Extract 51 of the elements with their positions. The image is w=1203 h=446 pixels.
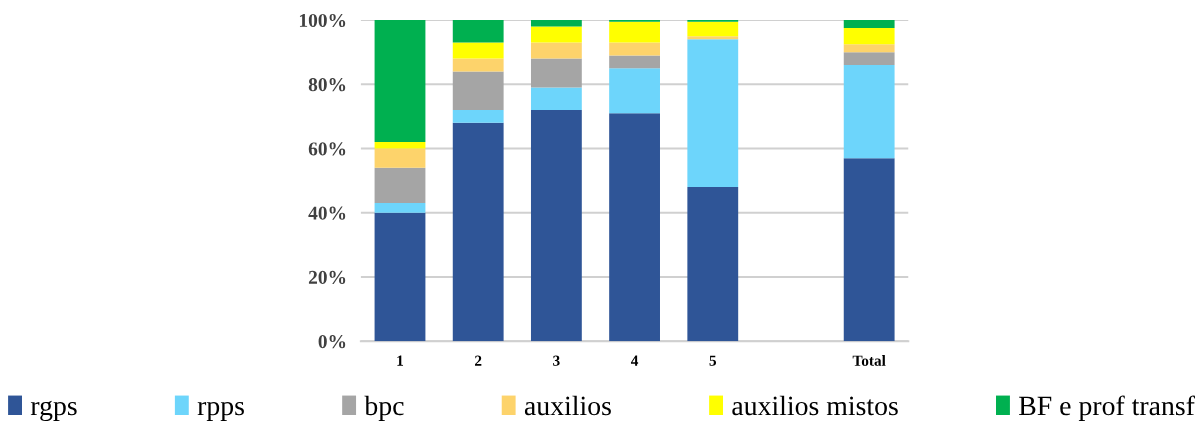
- bar: [374, 203, 426, 213]
- y-tick-label: 20%: [308, 270, 346, 284]
- y-tick-label: 0%: [318, 335, 346, 349]
- bar: [843, 52, 895, 66]
- bar: [374, 212, 426, 342]
- bar: [530, 20, 582, 27]
- x-tick-label: Total: [852, 355, 886, 366]
- legend-label: auxilios: [524, 395, 611, 416]
- bar: [374, 142, 426, 149]
- bar: [452, 58, 504, 72]
- legend-label: bpc: [364, 395, 404, 421]
- bar: [609, 113, 660, 342]
- x-tick-label: 3: [553, 355, 560, 366]
- y-tick-label: 60%: [308, 142, 346, 156]
- bar: [609, 42, 660, 56]
- legend-label: auxilios mistos: [732, 395, 898, 416]
- bar: [452, 109, 504, 123]
- bar: [843, 44, 895, 53]
- bar: [843, 20, 895, 29]
- bar: [530, 109, 582, 342]
- bar: [452, 122, 504, 342]
- x-tick-label: 5: [709, 355, 717, 366]
- y-tick-label: 80%: [308, 78, 346, 92]
- bar: [687, 21, 739, 37]
- bar: [374, 167, 426, 204]
- legend-label: rpps: [197, 401, 244, 421]
- x-tick-label: 2: [475, 355, 482, 366]
- bar: [843, 28, 895, 45]
- y-tick-label: 100%: [299, 13, 346, 28]
- bar: [609, 21, 660, 43]
- bar: [687, 36, 739, 40]
- bar: [687, 39, 739, 188]
- y-tick-label: 40%: [308, 206, 346, 220]
- bar: [452, 71, 504, 110]
- bar: [374, 148, 426, 168]
- bar: [609, 68, 660, 114]
- x-tick-label: 1: [397, 355, 404, 366]
- bar: [843, 65, 895, 159]
- bar: [843, 158, 895, 342]
- bar: [452, 20, 504, 43]
- x-tick-label: 4: [630, 355, 639, 366]
- bar: [452, 42, 504, 59]
- bar: [687, 187, 739, 342]
- bar: [374, 20, 426, 143]
- legend-label: BF e prof transf: [1019, 395, 1195, 421]
- bar: [530, 58, 582, 88]
- bar: [609, 55, 660, 69]
- legend-label: rgps: [30, 400, 77, 421]
- bar: [530, 42, 582, 59]
- bar: [530, 26, 582, 43]
- bar: [530, 87, 582, 110]
